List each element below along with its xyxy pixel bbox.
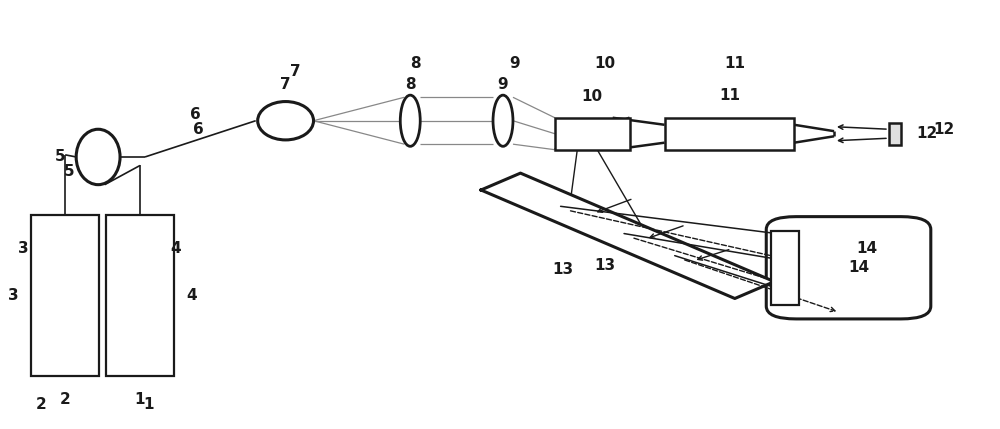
Text: 10: 10 [594,56,615,71]
Text: 2: 2 [36,397,47,412]
Text: 8: 8 [410,56,421,71]
Text: 12: 12 [916,126,937,141]
Text: 10: 10 [582,89,603,104]
Ellipse shape [493,95,513,146]
Text: 6: 6 [190,107,201,122]
Text: 7: 7 [280,77,291,92]
FancyBboxPatch shape [766,217,931,319]
Ellipse shape [258,102,314,140]
Text: 3: 3 [18,241,29,256]
Text: 1: 1 [144,397,154,412]
Text: 12: 12 [933,122,954,137]
Text: 11: 11 [719,88,740,103]
Text: 9: 9 [510,56,520,71]
Ellipse shape [76,129,120,184]
Text: 14: 14 [856,241,878,256]
Text: 13: 13 [594,258,615,273]
Text: 4: 4 [187,288,197,303]
Bar [555,118,630,150]
Bar [889,123,901,145]
Ellipse shape [400,95,420,146]
Text: 11: 11 [724,56,745,71]
Bar [106,214,174,377]
Text: 14: 14 [848,260,869,275]
Text: 1: 1 [135,393,145,408]
Bar [771,230,799,305]
Bar [31,214,99,377]
Bar [665,118,794,150]
Text: 2: 2 [60,393,71,408]
Text: 5: 5 [64,164,75,179]
Text: 8: 8 [405,77,416,92]
Text: 6: 6 [193,122,204,137]
Text: 7: 7 [290,64,301,79]
Text: 3: 3 [8,288,19,303]
Text: 5: 5 [55,149,66,164]
Polygon shape [481,173,774,299]
Text: 9: 9 [498,77,508,92]
Text: 4: 4 [171,241,181,256]
Text: 13: 13 [552,263,573,278]
